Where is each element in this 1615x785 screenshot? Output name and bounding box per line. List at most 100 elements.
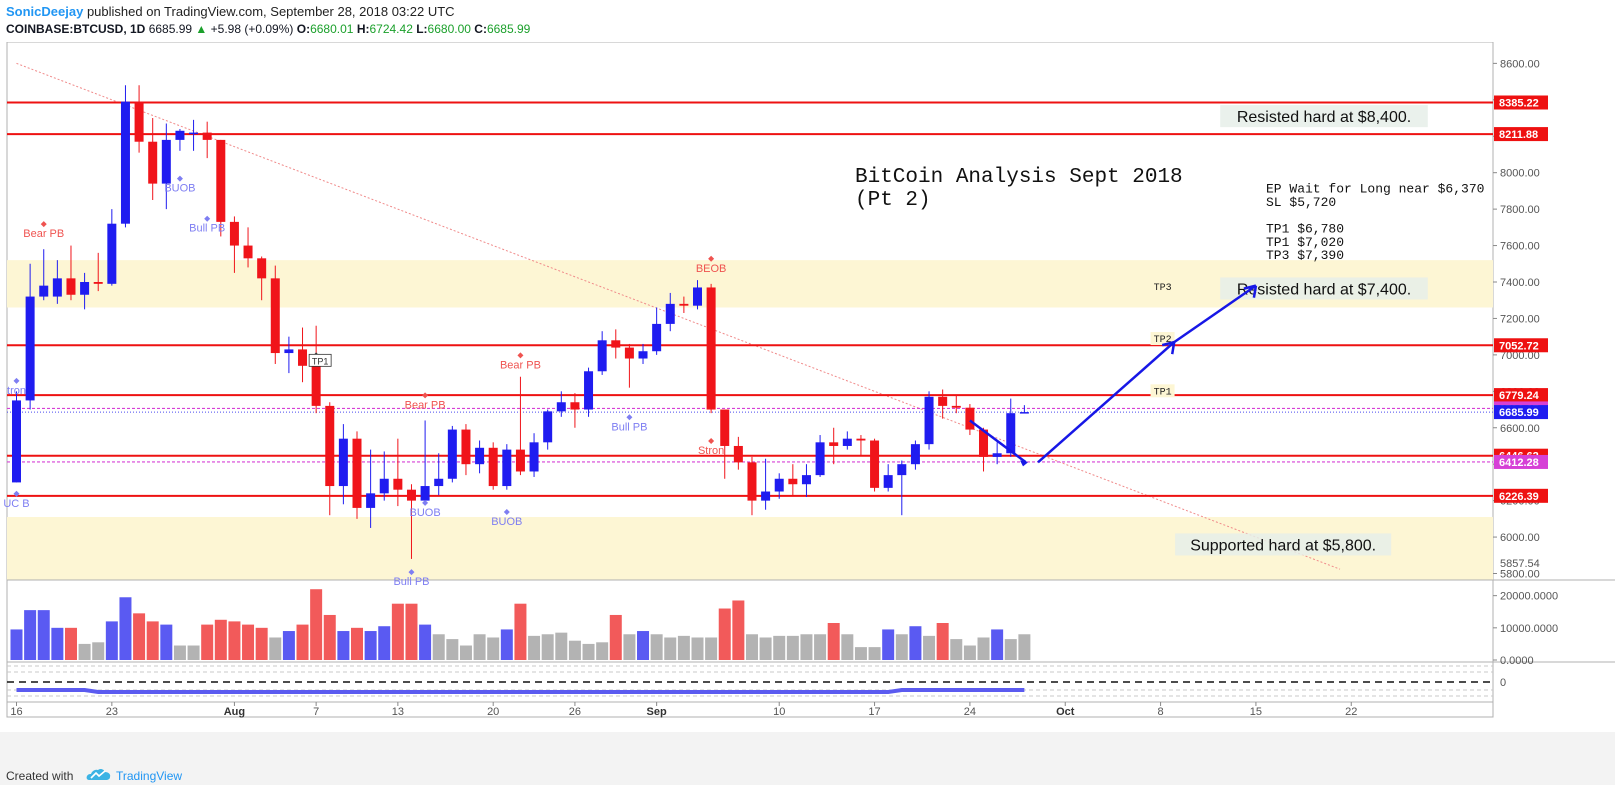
time-tick-label: Oct [1056,706,1075,718]
volume-bar [963,645,976,660]
volume-bar [459,645,472,660]
candle-body [284,349,294,354]
price-tick-label: 5800.00 [1500,569,1540,581]
signal-marker [422,499,429,506]
level-price-tag [1494,488,1548,503]
signal-marker [708,437,715,444]
indicator-zero-label: 0 [1500,677,1506,689]
signal-label: Bull PB [393,576,429,588]
candle-body [475,447,485,465]
high-value: 6724.42 [369,22,413,36]
signal-label: Bear PB [405,399,446,411]
volume-bar [323,614,336,660]
signal-marker [708,255,715,262]
tradingview-logo-icon[interactable] [86,766,112,784]
signal-marker [626,414,633,421]
candle-body [733,445,743,463]
candle-body [379,478,389,494]
projection-dip-arrow [969,419,1027,464]
price-tick-label: 8600.00 [1500,58,1540,70]
volume-bar [500,629,513,660]
volume-bar [596,642,609,660]
volume-bar [977,637,990,660]
candle-body [897,464,907,476]
signal-marker [408,569,415,576]
candlestick-chart[interactable]: 8600.008400.008200.008000.007800.007600.… [0,42,1615,732]
volume-bar [187,645,200,660]
candle-body [447,429,457,479]
candle-body [107,223,117,284]
close-value: 6685.99 [486,22,531,36]
candle-body [352,438,362,508]
volume-bar [637,631,650,660]
volume-bar [160,624,173,660]
volume-bar [609,614,622,660]
volume-bar [173,645,186,660]
signal-label: Stron [698,445,724,457]
signal-marker [13,377,20,384]
volume-bar [242,624,255,660]
volume-bar [677,635,690,660]
candle-body [12,400,21,483]
volume-bar [786,635,799,660]
candle-body [325,405,335,487]
volume-bar [310,589,323,660]
level-price-tag [1494,338,1548,353]
tp-box [308,353,332,367]
level-price-tag [1494,454,1548,469]
symbol-label[interactable]: COINBASE:BTCUSD, 1D [6,22,146,36]
level-price-label: 7052.72 [1499,340,1539,352]
candle-body [406,489,416,501]
signal-label: TP1 [312,356,329,366]
price-tick-label: 7600.00 [1500,241,1540,253]
candle-body [938,396,948,406]
last-price-tag [1494,405,1548,420]
volume-bar [337,631,350,660]
volume-bar [718,608,731,660]
volume-bar [854,647,867,660]
signal-label: BUOB [410,507,441,519]
candle-body [216,139,226,222]
low-label: L: [416,22,428,36]
signal-marker [40,221,47,228]
candle-body [161,139,171,184]
signal-label: BUOB [491,516,522,528]
descending-trendline [16,62,1341,570]
volume-tick-label: 10000.0000 [1500,623,1558,635]
level-price-label: 6226.39 [1499,491,1539,503]
price-tick-label: 5857.54 [1500,558,1540,570]
volume-bar [759,637,772,660]
time-tick-label: 24 [964,706,976,718]
level-price-tag [1494,127,1548,142]
volume-bar [296,624,309,660]
candle-body [229,221,239,246]
volume-bar [773,635,786,660]
price-tick-label: 7200.00 [1500,313,1540,325]
arrowhead-icon [1243,284,1258,298]
time-tick-label: 8 [1158,706,1164,718]
tp-tag-label: TP3 [1154,283,1172,294]
created-with-label: Created with [6,769,74,783]
level-price-label: 6779.24 [1499,390,1540,402]
candle-body [624,347,634,359]
signal-marker [503,509,510,516]
candle-body [679,303,689,306]
last-price-label: 6685.99 [1499,407,1539,419]
candle-body [270,278,280,354]
tradingview-link[interactable]: TradingView [116,769,183,783]
level-price-label: 6412.28 [1499,457,1539,469]
time-tick-label: 17 [868,706,880,718]
candle-body [924,396,934,445]
author-name[interactable]: SonicDeejay [6,4,84,19]
chart-frame [6,42,1494,718]
candle-body [175,130,185,140]
volume-bar [64,627,77,660]
last-price: 6685.99 [148,22,193,36]
volume-tick-label: 0.0000 [1500,655,1534,667]
volume-bar [119,597,132,660]
volume-bar [51,627,64,660]
candle-body [434,478,444,487]
volume-bar [146,621,159,660]
volume-bar [936,623,949,660]
volume-bar [882,629,895,660]
